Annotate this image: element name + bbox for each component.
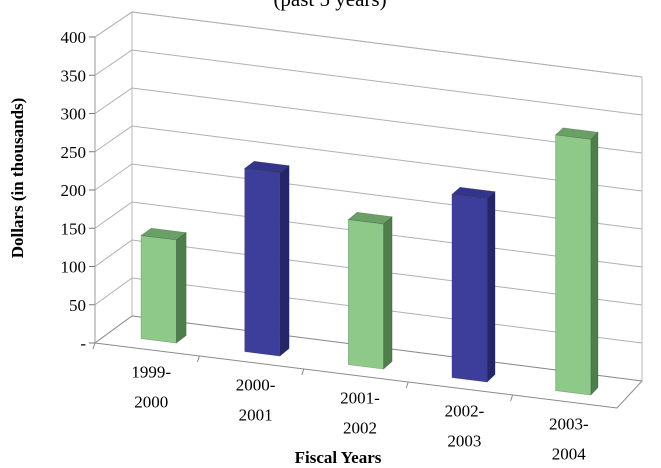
y-tick-label: 250 [61, 143, 87, 162]
x-tick-mark [196, 355, 200, 363]
y-tick-label: 150 [61, 219, 87, 238]
bar-side [279, 165, 290, 357]
bar-side [486, 190, 496, 383]
bar-2003-2004 [554, 127, 599, 396]
x-tick-label-line: 2000 [134, 393, 168, 412]
bar-front [451, 194, 488, 383]
y-tick-label: 200 [61, 181, 87, 200]
y-tick-label: - [80, 334, 86, 353]
bar-side [590, 131, 599, 396]
y-axis-ticks: - 50 100 150 200 250 300 350 400 [61, 28, 96, 353]
x-tick-label-line: 2003- [549, 415, 589, 434]
x-tick-mark [301, 368, 305, 376]
bar-2002-2003 [451, 186, 496, 383]
bar-front [244, 168, 281, 357]
x-tick-label-line: 2001 [239, 406, 273, 425]
bar-1999-2000 [140, 227, 187, 344]
y-tick-label: 400 [61, 28, 87, 47]
grid-line [94, 87, 643, 154]
x-tick-label-line: 2001- [340, 389, 380, 408]
x-tick-label-line: 2004 [552, 445, 587, 464]
x-tick-label: 2002- 2003 [445, 402, 485, 451]
x-axis-ticks: 1999- 2000 2000- 2001 2001- 2002 2002- 2003 2003… [92, 342, 589, 464]
grid-line [94, 11, 643, 78]
x-tick-mark [510, 394, 514, 402]
x-tick-mark [92, 342, 96, 350]
x-tick-label-line: 1999- [131, 363, 171, 382]
x-tick-label: 2000- 2001 [236, 376, 276, 425]
bar-side [175, 232, 187, 344]
bar-front [555, 134, 592, 396]
grid-line [94, 49, 643, 116]
y-tick-label: 350 [61, 66, 87, 85]
bars [140, 127, 599, 396]
y-tick-label: 300 [61, 105, 87, 124]
x-tick-label: 2001- 2002 [340, 389, 380, 438]
y-axis-label: Dollars (in thousands) [8, 98, 27, 259]
y-tick-label: 50 [69, 296, 86, 315]
bar-front [348, 219, 384, 370]
x-tick-label-line: 2003 [447, 432, 481, 451]
x-tick-label-line: 2000- [236, 376, 276, 395]
grid-line [94, 125, 643, 192]
x-axis-label: Fiscal Years [295, 448, 382, 467]
bar-2001-2002 [347, 211, 393, 370]
x-tick-mark [405, 381, 409, 389]
bar-side [383, 216, 393, 370]
x-tick-label: 2003- 2004 [549, 415, 589, 464]
x-tick-label-line: 2002- [445, 402, 485, 421]
x-tick-label: 1999- 2000 [131, 363, 171, 412]
chart-title: (past 5 years) [273, 0, 386, 11]
bar-2000-2001 [243, 160, 290, 357]
x-tick-label-line: 2002 [343, 419, 377, 438]
bar-front [140, 235, 177, 344]
y-tick-label: 100 [61, 258, 87, 277]
